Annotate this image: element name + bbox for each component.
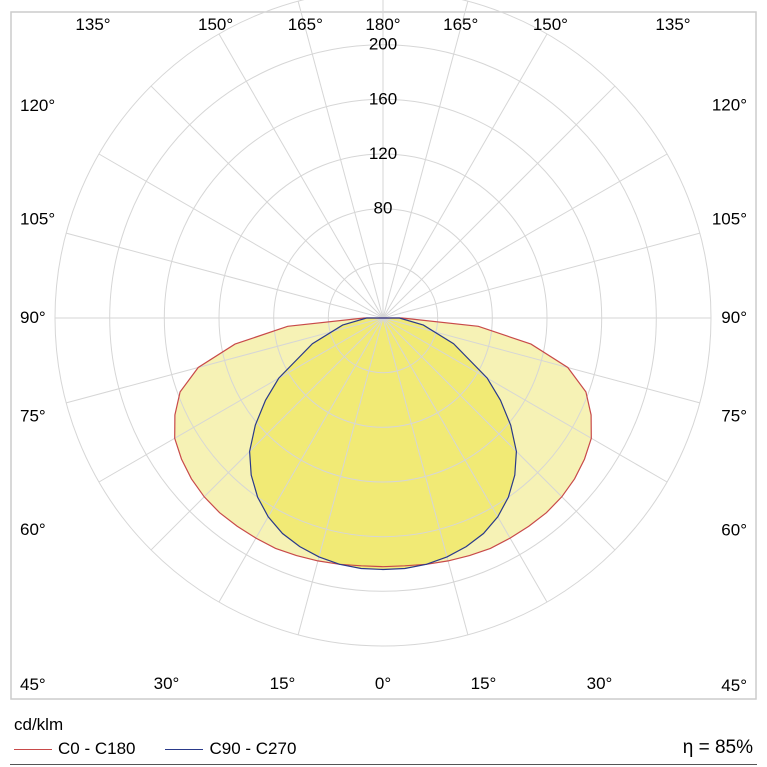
svg-text:15°: 15°: [471, 674, 497, 693]
svg-text:165°: 165°: [288, 15, 323, 34]
svg-text:80: 80: [374, 199, 393, 218]
svg-text:75°: 75°: [20, 406, 46, 425]
svg-text:105°: 105°: [20, 210, 55, 229]
legend-label: C0 - C180: [58, 739, 135, 759]
legend-item: C90 - C270: [165, 739, 296, 759]
svg-text:135°: 135°: [75, 15, 110, 34]
svg-text:150°: 150°: [533, 15, 568, 34]
svg-text:60°: 60°: [721, 521, 747, 540]
svg-text:120: 120: [369, 144, 397, 163]
svg-text:120°: 120°: [20, 96, 55, 115]
legend-items: C0 - C180 C90 - C270: [14, 739, 296, 759]
svg-text:15°: 15°: [270, 674, 296, 693]
polar-chart: 80 120 160 200 135° 150° 165° 180° 165° 150° 135° 1…: [0, 0, 767, 767]
svg-text:150°: 150°: [198, 15, 233, 34]
legend: cd/klm C0 - C180 C90 - C270: [14, 715, 296, 759]
svg-text:45°: 45°: [721, 676, 747, 695]
efficiency-label: η = 85%: [683, 737, 753, 759]
legend-item: C0 - C180: [14, 739, 135, 759]
svg-text:120°: 120°: [712, 96, 747, 115]
svg-text:160: 160: [369, 89, 397, 108]
svg-text:135°: 135°: [655, 15, 690, 34]
svg-text:105°: 105°: [712, 209, 747, 228]
svg-text:30°: 30°: [154, 674, 180, 693]
legend-swatch: [14, 749, 52, 750]
svg-text:0°: 0°: [375, 674, 391, 693]
legend-label: C90 - C270: [209, 739, 296, 759]
svg-text:45°: 45°: [20, 675, 46, 694]
svg-text:165°: 165°: [443, 15, 478, 34]
svg-text:75°: 75°: [721, 407, 747, 426]
footer-divider: [10, 764, 757, 765]
svg-text:200: 200: [369, 35, 397, 54]
legend-swatch: [165, 749, 203, 750]
svg-text:60°: 60°: [20, 520, 46, 539]
polar-svg: 80 120 160 200 135° 150° 165° 180° 165° 150° 135° 1…: [0, 0, 767, 767]
svg-text:30°: 30°: [587, 674, 613, 693]
svg-text:90°: 90°: [20, 308, 46, 327]
svg-text:180°: 180°: [365, 15, 400, 34]
axis-unit-label: cd/klm: [14, 715, 296, 735]
svg-text:90°: 90°: [721, 308, 747, 327]
chart-footer: cd/klm C0 - C180 C90 - C270 η = 85%: [0, 715, 767, 767]
